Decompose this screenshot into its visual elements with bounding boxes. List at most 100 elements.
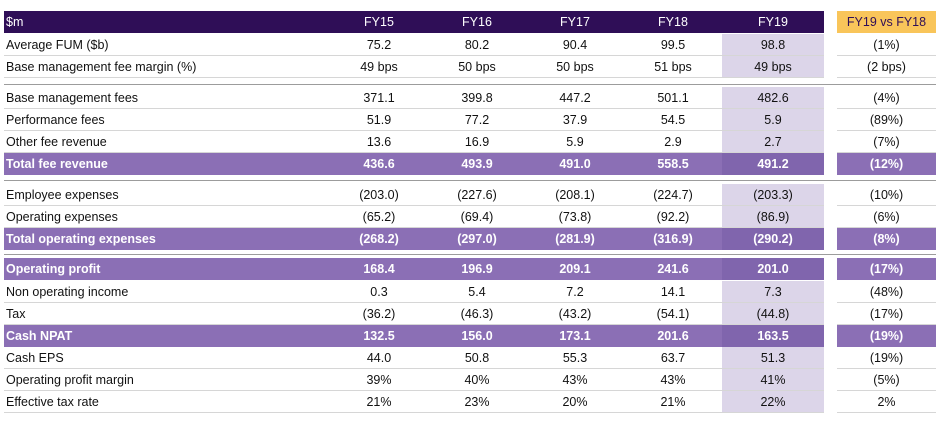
value-variance: (48%) — [837, 281, 936, 303]
value-fy15: (36.2) — [330, 303, 428, 325]
header-fy17: FY17 — [526, 11, 624, 33]
row-label: Operating profit — [4, 258, 330, 280]
header-fy15: FY15 — [330, 11, 428, 33]
value-variance: (17%) — [837, 303, 936, 325]
value-variance: (12%) — [837, 153, 936, 175]
value-fy16: 399.8 — [428, 87, 526, 109]
value-fy15: 21% — [330, 391, 428, 413]
value-fy15: 132.5 — [330, 325, 428, 347]
value-variance: (7%) — [837, 131, 936, 153]
value-variance: (17%) — [837, 258, 936, 280]
header-variance: FY19 vs FY18 — [837, 11, 936, 33]
value-fy17: (73.8) — [526, 206, 624, 228]
value-fy18: 2.9 — [624, 131, 722, 153]
section-divider — [4, 84, 936, 85]
value-variance: (19%) — [837, 347, 936, 369]
value-fy18: 51 bps — [624, 56, 722, 78]
value-fy16: 16.9 — [428, 131, 526, 153]
value-fy18: (92.2) — [624, 206, 722, 228]
value-fy17: 55.3 — [526, 347, 624, 369]
table-header-row: $m FY15 FY16 FY17 FY18 FY19 FY19 vs FY18 — [0, 11, 945, 33]
value-fy16: (297.0) — [428, 228, 526, 250]
value-fy16: (46.3) — [428, 303, 526, 325]
value-fy18: (224.7) — [624, 184, 722, 206]
value-fy16: 196.9 — [428, 258, 526, 280]
value-fy18: (316.9) — [624, 228, 722, 250]
total-row: Total fee revenue 436.6 493.9 491.0 558.… — [0, 153, 945, 175]
table-row: Performance fees 51.9 77.2 37.9 54.5 5.9… — [0, 109, 945, 131]
value-fy17: (208.1) — [526, 184, 624, 206]
value-fy17: 20% — [526, 391, 624, 413]
header-unit-label: $m — [4, 11, 330, 33]
value-fy18: 54.5 — [624, 109, 722, 131]
value-fy17: (281.9) — [526, 228, 624, 250]
value-fy19: (44.8) — [722, 303, 824, 325]
value-fy19: 5.9 — [722, 109, 824, 131]
value-fy16: 493.9 — [428, 153, 526, 175]
row-label: Cash NPAT — [4, 325, 330, 347]
value-fy17: 491.0 — [526, 153, 624, 175]
table-row: Operating expenses (65.2) (69.4) (73.8) … — [0, 206, 945, 228]
value-fy15: 75.2 — [330, 34, 428, 56]
row-label: Operating expenses — [4, 206, 330, 228]
value-fy16: (69.4) — [428, 206, 526, 228]
value-fy18: 558.5 — [624, 153, 722, 175]
row-label: Employee expenses — [4, 184, 330, 206]
table-row: Base management fees 371.1 399.8 447.2 5… — [0, 87, 945, 109]
value-variance: (8%) — [837, 228, 936, 250]
row-label: Effective tax rate — [4, 391, 330, 413]
value-fy19: 482.6 — [722, 87, 824, 109]
value-fy19: 49 bps — [722, 56, 824, 78]
value-variance: (2 bps) — [837, 56, 936, 78]
value-fy19: 41% — [722, 369, 824, 391]
section-divider — [4, 254, 936, 255]
row-label: Cash EPS — [4, 347, 330, 369]
table-row: Operating profit margin 39% 40% 43% 43% … — [0, 369, 945, 391]
value-fy18: (54.1) — [624, 303, 722, 325]
value-fy18: 21% — [624, 391, 722, 413]
row-label: Performance fees — [4, 109, 330, 131]
table-row: Tax (36.2) (46.3) (43.2) (54.1) (44.8) (… — [0, 303, 945, 325]
table-row: Other fee revenue 13.6 16.9 5.9 2.9 2.7 … — [0, 131, 945, 153]
table-row: Employee expenses (203.0) (227.6) (208.1… — [0, 184, 945, 206]
value-fy16: 156.0 — [428, 325, 526, 347]
table-row: Cash EPS 44.0 50.8 55.3 63.7 51.3 (19%) — [0, 347, 945, 369]
header-fy19: FY19 — [722, 11, 824, 33]
value-fy18: 63.7 — [624, 347, 722, 369]
value-variance: (6%) — [837, 206, 936, 228]
value-fy17: 90.4 — [526, 34, 624, 56]
value-fy19: 491.2 — [722, 153, 824, 175]
value-fy18: 501.1 — [624, 87, 722, 109]
table-row: Non operating income 0.3 5.4 7.2 14.1 7.… — [0, 281, 945, 303]
value-fy15: 13.6 — [330, 131, 428, 153]
header-fy16: FY16 — [428, 11, 526, 33]
value-fy16: 77.2 — [428, 109, 526, 131]
row-label: Total fee revenue — [4, 153, 330, 175]
value-fy19: 51.3 — [722, 347, 824, 369]
row-label: Total operating expenses — [4, 228, 330, 250]
total-row: Cash NPAT 132.5 156.0 173.1 201.6 163.5 … — [0, 325, 945, 347]
value-fy15: (65.2) — [330, 206, 428, 228]
value-fy17: 7.2 — [526, 281, 624, 303]
value-fy15: 168.4 — [330, 258, 428, 280]
value-fy19: 7.3 — [722, 281, 824, 303]
value-fy17: 447.2 — [526, 87, 624, 109]
value-fy19: 98.8 — [722, 34, 824, 56]
row-label: Tax — [4, 303, 330, 325]
section-divider — [4, 180, 936, 181]
value-fy15: (268.2) — [330, 228, 428, 250]
value-fy15: 436.6 — [330, 153, 428, 175]
value-fy15: 49 bps — [330, 56, 428, 78]
value-fy15: 51.9 — [330, 109, 428, 131]
value-fy17: 209.1 — [526, 258, 624, 280]
value-fy15: 39% — [330, 369, 428, 391]
value-fy15: 44.0 — [330, 347, 428, 369]
row-label: Base management fee margin (%) — [4, 56, 330, 78]
value-fy16: 50.8 — [428, 347, 526, 369]
value-fy18: 201.6 — [624, 325, 722, 347]
value-fy18: 14.1 — [624, 281, 722, 303]
value-fy16: 23% — [428, 391, 526, 413]
value-fy17: 50 bps — [526, 56, 624, 78]
row-label: Non operating income — [4, 281, 330, 303]
value-fy19: 2.7 — [722, 131, 824, 153]
